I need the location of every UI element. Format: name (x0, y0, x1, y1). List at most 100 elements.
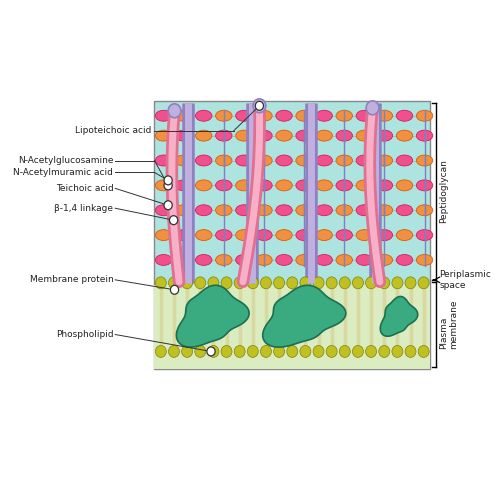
Circle shape (182, 346, 192, 358)
Ellipse shape (336, 130, 352, 141)
Text: Membrane protein: Membrane protein (30, 276, 114, 284)
Ellipse shape (176, 180, 192, 191)
Ellipse shape (376, 230, 392, 240)
Ellipse shape (236, 205, 252, 216)
Circle shape (182, 277, 192, 289)
Ellipse shape (236, 130, 252, 141)
Circle shape (234, 277, 245, 289)
Text: N-Acetylglucosamine: N-Acetylglucosamine (18, 156, 114, 165)
Ellipse shape (296, 254, 312, 266)
Ellipse shape (236, 254, 252, 266)
Ellipse shape (276, 110, 292, 121)
Ellipse shape (256, 230, 272, 240)
Ellipse shape (416, 180, 433, 191)
Ellipse shape (196, 155, 212, 166)
Circle shape (164, 181, 172, 190)
Ellipse shape (236, 155, 252, 166)
Ellipse shape (356, 205, 372, 216)
Ellipse shape (276, 254, 292, 266)
Ellipse shape (336, 230, 352, 240)
Text: Plasma
membrane: Plasma membrane (439, 300, 458, 350)
Ellipse shape (376, 254, 392, 266)
Circle shape (221, 346, 232, 358)
Ellipse shape (356, 155, 372, 166)
Polygon shape (262, 286, 346, 347)
Ellipse shape (296, 180, 312, 191)
Circle shape (366, 346, 376, 358)
Circle shape (366, 101, 379, 115)
Ellipse shape (196, 130, 212, 141)
Circle shape (195, 277, 205, 289)
Ellipse shape (176, 155, 192, 166)
Ellipse shape (376, 180, 392, 191)
Circle shape (313, 277, 324, 289)
Ellipse shape (396, 130, 412, 141)
Ellipse shape (396, 110, 412, 121)
Circle shape (287, 277, 298, 289)
Ellipse shape (396, 155, 412, 166)
Circle shape (164, 201, 172, 209)
Circle shape (195, 346, 205, 358)
Circle shape (274, 277, 284, 289)
Ellipse shape (296, 130, 312, 141)
Ellipse shape (316, 230, 332, 240)
Ellipse shape (356, 230, 372, 240)
Ellipse shape (156, 110, 172, 121)
Circle shape (168, 277, 179, 289)
Circle shape (156, 346, 166, 358)
Circle shape (156, 277, 166, 289)
Ellipse shape (156, 230, 172, 240)
Ellipse shape (376, 205, 392, 216)
Ellipse shape (356, 110, 372, 121)
Ellipse shape (416, 130, 433, 141)
Ellipse shape (156, 155, 172, 166)
Circle shape (379, 277, 390, 289)
Ellipse shape (256, 254, 272, 266)
Ellipse shape (236, 230, 252, 240)
Ellipse shape (216, 180, 232, 191)
Text: Peptidoglycan: Peptidoglycan (439, 160, 448, 224)
Ellipse shape (256, 130, 272, 141)
Ellipse shape (316, 110, 332, 121)
Ellipse shape (396, 205, 412, 216)
Text: β-1,4 linkage: β-1,4 linkage (54, 204, 114, 212)
Ellipse shape (396, 230, 412, 240)
Ellipse shape (176, 205, 192, 216)
Ellipse shape (376, 130, 392, 141)
Circle shape (392, 277, 403, 289)
Ellipse shape (216, 155, 232, 166)
Circle shape (405, 277, 416, 289)
Ellipse shape (276, 155, 292, 166)
Circle shape (170, 216, 177, 224)
Ellipse shape (356, 130, 372, 141)
Circle shape (260, 277, 272, 289)
Circle shape (326, 346, 337, 358)
Ellipse shape (176, 110, 192, 121)
Ellipse shape (256, 110, 272, 121)
Ellipse shape (336, 180, 352, 191)
Circle shape (221, 277, 232, 289)
Ellipse shape (416, 254, 433, 266)
Circle shape (248, 346, 258, 358)
Circle shape (340, 277, 350, 289)
Circle shape (168, 346, 179, 358)
Ellipse shape (256, 205, 272, 216)
Ellipse shape (276, 205, 292, 216)
Ellipse shape (296, 230, 312, 240)
Ellipse shape (336, 254, 352, 266)
Ellipse shape (416, 155, 433, 166)
Ellipse shape (156, 130, 172, 141)
Ellipse shape (296, 205, 312, 216)
Ellipse shape (376, 110, 392, 121)
Circle shape (392, 346, 403, 358)
Circle shape (208, 346, 219, 358)
Ellipse shape (276, 230, 292, 240)
Ellipse shape (176, 230, 192, 240)
Ellipse shape (416, 230, 433, 240)
Ellipse shape (296, 110, 312, 121)
Ellipse shape (316, 205, 332, 216)
Ellipse shape (336, 110, 352, 121)
Ellipse shape (176, 130, 192, 141)
Text: Phospholipid: Phospholipid (56, 330, 114, 339)
Text: Teichoic acid: Teichoic acid (56, 184, 114, 193)
